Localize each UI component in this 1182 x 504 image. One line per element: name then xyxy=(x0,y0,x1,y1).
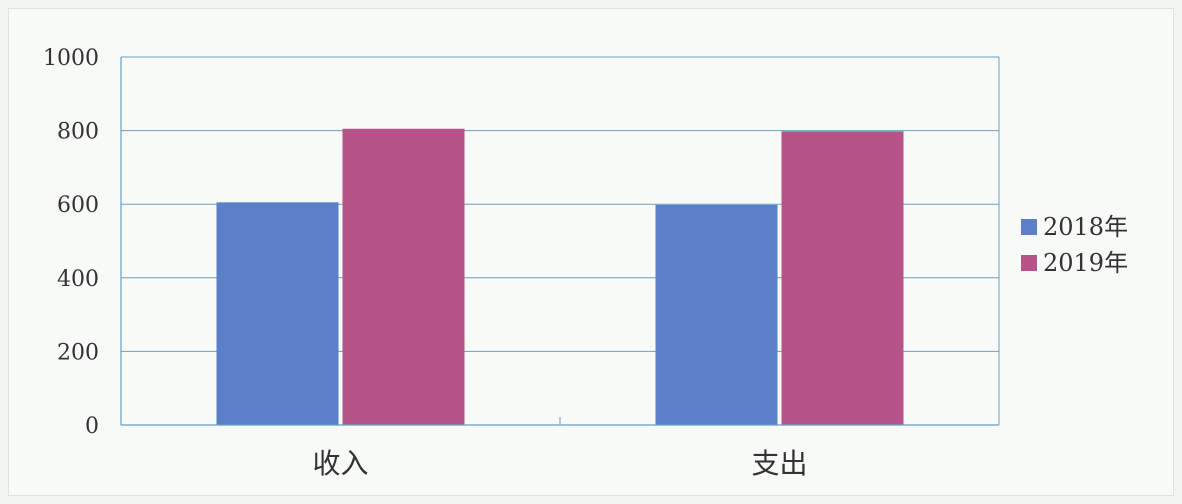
chart-frame: 0 200 400 600 800 1000 收入 支出 2018年 2019年 xyxy=(8,8,1174,496)
legend-label: 2018年 xyxy=(1043,213,1128,241)
legend: 2018年 2019年 xyxy=(1021,213,1128,277)
y-tick-label: 200 xyxy=(57,340,99,365)
bar-2-2 xyxy=(781,131,904,425)
bar-1-1 xyxy=(216,202,339,425)
x-tick-label: 收入 xyxy=(312,447,368,480)
y-tick-labels: 0 200 400 600 800 1000 xyxy=(43,46,99,439)
bar-2-1 xyxy=(342,128,465,425)
y-tick-label: 800 xyxy=(57,120,99,145)
legend-swatch xyxy=(1021,219,1037,235)
y-tick-label: 400 xyxy=(57,267,99,292)
y-tick-label: 600 xyxy=(57,193,99,218)
bars-group xyxy=(216,128,904,425)
x-tick-label: 支出 xyxy=(751,447,807,480)
y-tick-label: 1000 xyxy=(43,46,99,71)
legend-swatch xyxy=(1021,255,1037,271)
y-tick-label: 0 xyxy=(85,414,99,439)
bar-1-2 xyxy=(655,204,778,425)
bar-chart: 0 200 400 600 800 1000 收入 支出 2018年 2019年 xyxy=(43,46,1128,480)
x-tick-labels: 收入 支出 xyxy=(312,447,807,480)
axes xyxy=(120,57,1000,426)
legend-label: 2019年 xyxy=(1043,249,1128,277)
